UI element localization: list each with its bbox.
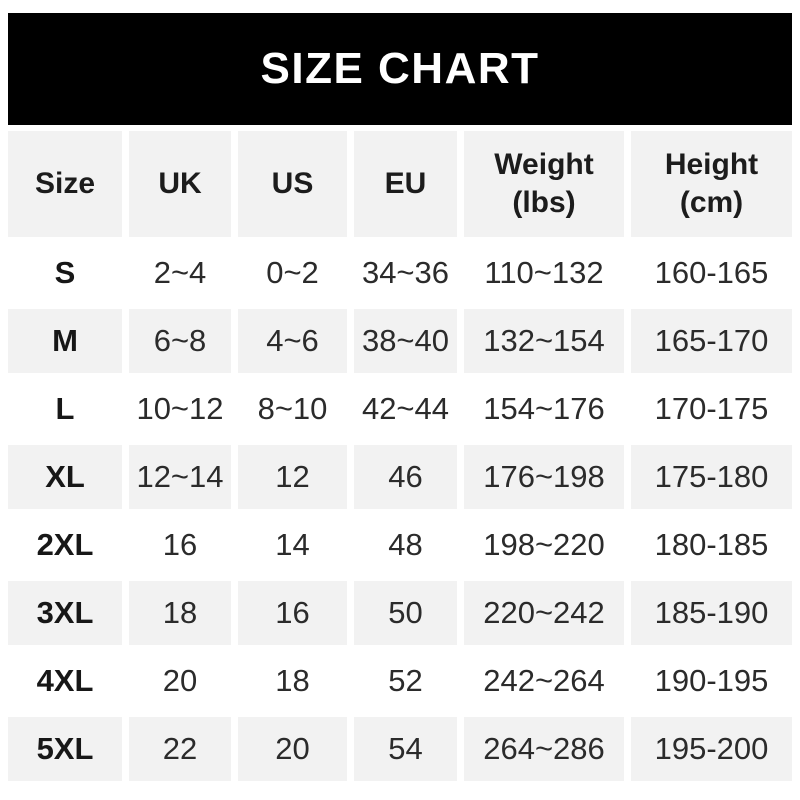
- header-cell-weight: Weight (lbs): [457, 131, 624, 237]
- cell-height: 165-170: [624, 305, 792, 373]
- cell-us: 4~6: [231, 305, 347, 373]
- cell-eu: 34~36: [347, 237, 457, 305]
- cell-us: 16: [231, 577, 347, 645]
- cell-size: M: [8, 305, 122, 373]
- header-cell-height: Height (cm): [624, 131, 792, 237]
- cell-height: 185-190: [624, 577, 792, 645]
- table-row-m: M 6~8 4~6 38~40 132~154 165-170: [8, 305, 792, 373]
- header-row: Size UK US EU Weight (lbs) Height (cm): [8, 131, 792, 237]
- cell-uk: 20: [122, 645, 231, 713]
- cell-eu: 52: [347, 645, 457, 713]
- cell-us: 14: [231, 509, 347, 577]
- cell-uk: 6~8: [122, 305, 231, 373]
- cell-weight: 154~176: [457, 373, 624, 441]
- cell-uk: 12~14: [122, 441, 231, 509]
- cell-height: 190-195: [624, 645, 792, 713]
- cell-weight: 176~198: [457, 441, 624, 509]
- cell-size: 2XL: [8, 509, 122, 577]
- cell-weight: 132~154: [457, 305, 624, 373]
- table-row-s: S 2~4 0~2 34~36 110~132 160-165: [8, 237, 792, 305]
- cell-us: 20: [231, 713, 347, 781]
- cell-eu: 48: [347, 509, 457, 577]
- cell-uk: 22: [122, 713, 231, 781]
- cell-weight: 198~220: [457, 509, 624, 577]
- cell-us: 18: [231, 645, 347, 713]
- table-row-5xl: 5XL 22 20 54 264~286 195-200: [8, 713, 792, 781]
- banner: SIZE CHART: [8, 13, 792, 125]
- header-cell-us: US: [231, 131, 347, 237]
- header-cell-uk: UK: [122, 131, 231, 237]
- cell-eu: 42~44: [347, 373, 457, 441]
- cell-us: 12: [231, 441, 347, 509]
- cell-height: 175-180: [624, 441, 792, 509]
- cell-eu: 38~40: [347, 305, 457, 373]
- cell-uk: 16: [122, 509, 231, 577]
- cell-height: 170-175: [624, 373, 792, 441]
- cell-height: 180-185: [624, 509, 792, 577]
- cell-size: 5XL: [8, 713, 122, 781]
- cell-size: 3XL: [8, 577, 122, 645]
- cell-size: L: [8, 373, 122, 441]
- table-row-4xl: 4XL 20 18 52 242~264 190-195: [8, 645, 792, 713]
- page-title: SIZE CHART: [260, 44, 540, 93]
- table-row-l: L 10~12 8~10 42~44 154~176 170-175: [8, 373, 792, 441]
- size-chart-table: Size UK US EU Weight (lbs) Height (cm) S…: [8, 131, 792, 781]
- cell-height: 160-165: [624, 237, 792, 305]
- table-header: Size UK US EU Weight (lbs) Height (cm): [8, 131, 792, 237]
- cell-weight: 242~264: [457, 645, 624, 713]
- header-cell-eu: EU: [347, 131, 457, 237]
- cell-uk: 10~12: [122, 373, 231, 441]
- header-cell-size: Size: [8, 131, 122, 237]
- cell-uk: 18: [122, 577, 231, 645]
- cell-us: 8~10: [231, 373, 347, 441]
- table-row-xl: XL 12~14 12 46 176~198 175-180: [8, 441, 792, 509]
- cell-eu: 46: [347, 441, 457, 509]
- cell-weight: 110~132: [457, 237, 624, 305]
- cell-eu: 54: [347, 713, 457, 781]
- cell-size: S: [8, 237, 122, 305]
- table-row-2xl: 2XL 16 14 48 198~220 180-185: [8, 509, 792, 577]
- cell-size: 4XL: [8, 645, 122, 713]
- cell-uk: 2~4: [122, 237, 231, 305]
- cell-weight: 264~286: [457, 713, 624, 781]
- cell-us: 0~2: [231, 237, 347, 305]
- table-body: S 2~4 0~2 34~36 110~132 160-165 M 6~8 4~…: [8, 237, 792, 781]
- cell-size: XL: [8, 441, 122, 509]
- cell-eu: 50: [347, 577, 457, 645]
- table-row-3xl: 3XL 18 16 50 220~242 185-190: [8, 577, 792, 645]
- cell-height: 195-200: [624, 713, 792, 781]
- cell-weight: 220~242: [457, 577, 624, 645]
